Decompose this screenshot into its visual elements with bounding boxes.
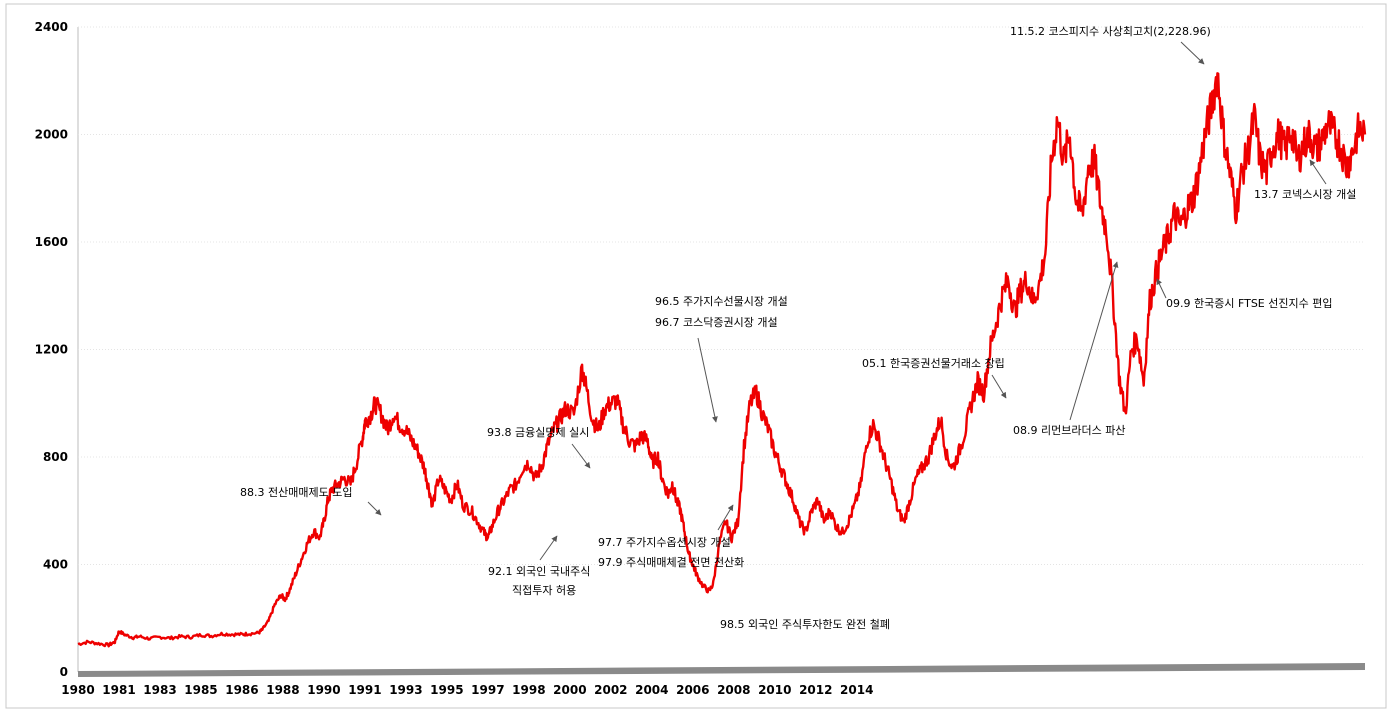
annotation-label: 97.7 주가지수옵션시장 개설	[598, 536, 731, 549]
annotation-label: 96.7 코스닥증권시장 개설	[655, 316, 778, 329]
x-tick-label: 2008	[717, 683, 750, 697]
x-tick-label: 2014	[840, 683, 873, 697]
annotation-label: 92.1 외국인 국내주식	[488, 565, 590, 578]
y-tick-label: 2000	[35, 128, 68, 142]
series-line-kospi	[77, 72, 1367, 648]
annotation-arrow	[1309, 159, 1327, 185]
annotation-label: 05.1 한국증권선물거래소 창립	[862, 357, 1005, 370]
annotation-arrow	[1069, 261, 1119, 421]
annotation-label: 11.5.2 코스피지수 사상최고치(2,228.96)	[1010, 25, 1211, 38]
series-layer	[77, 72, 1367, 648]
annotation-1307: 13.7 코넥스시장 개설	[1254, 159, 1356, 201]
y-tick-label: 400	[43, 558, 68, 572]
annotation-110502: 11.5.2 코스피지수 사상최고치(2,228.96)	[1010, 25, 1211, 65]
annotation-arrow	[991, 374, 1007, 399]
annotation-label: 09.9 한국증시 FTSE 선진지수 편입	[1166, 297, 1332, 310]
x-tick-label: 2006	[676, 683, 709, 697]
y-axis: 0 400 800 1200 1600 2000 2400	[35, 20, 1365, 679]
annotation-9201: 92.1 외국인 국내주식 직접투자 허용	[488, 535, 590, 597]
x-tick-label: 2012	[799, 683, 832, 697]
annotation-arrow	[571, 443, 591, 469]
annotation-arrow	[697, 337, 718, 423]
x-tick-label: 1986	[225, 683, 258, 697]
x-tick-label: 2004	[635, 683, 668, 697]
annotations: 88.3 전산매매제도 도입 92.1 외국인 국내주식 직접투자 허용 93.…	[240, 25, 1356, 631]
y-tick-label: 800	[43, 450, 68, 464]
y-tick-label: 2400	[35, 20, 68, 34]
y-tick-label: 1600	[35, 235, 68, 249]
x-axis-band	[78, 663, 1365, 677]
x-tick-label: 1981	[102, 683, 135, 697]
annotation-9707: 97.7 주가지수옵션시장 개설 97.9 주식매매체결 전면 전산화	[598, 504, 744, 569]
x-tick-label: 2000	[553, 683, 586, 697]
annotation-label: 08.9 리먼브라더스 파산	[1013, 424, 1125, 437]
annotation-0501: 05.1 한국증권선물거래소 창립	[862, 357, 1007, 399]
annotation-label: 직접투자 허용	[512, 584, 576, 597]
annotation-9308: 93.8 금융실명제 실시	[487, 426, 591, 469]
annotation-label: 97.9 주식매매체결 전면 전산화	[598, 556, 744, 569]
annotation-label: 13.7 코넥스시장 개설	[1254, 188, 1356, 201]
x-tick-label: 1991	[348, 683, 381, 697]
annotation-label: 96.5 주가지수선물시장 개설	[655, 295, 788, 308]
x-tick-label: 1983	[143, 683, 176, 697]
annotation-9805: 98.5 외국인 주식투자한도 완전 철폐	[720, 618, 890, 631]
x-tick-label: 1988	[266, 683, 299, 697]
x-tick-label: 1993	[389, 683, 422, 697]
annotation-arrow	[1156, 278, 1167, 299]
x-tick-label: 2010	[758, 683, 791, 697]
annotation-9605: 96.5 주가지수선물시장 개설 96.7 코스닥증권시장 개설	[655, 295, 788, 423]
x-tick-label: 1998	[512, 683, 545, 697]
annotation-arrow	[367, 501, 382, 516]
annotation-arrow	[539, 535, 558, 561]
x-axis: 1980 1981 1983 1985 1986 1988 1990 1991 1993 1995…	[61, 663, 1365, 697]
x-tick-label: 2002	[594, 683, 627, 697]
annotation-label: 98.5 외국인 주식투자한도 완전 철폐	[720, 618, 890, 631]
x-tick-label: 1980	[61, 683, 94, 697]
annotation-label: 88.3 전산매매제도 도입	[240, 486, 352, 499]
chart-border	[5, 3, 1387, 709]
annotation-8803: 88.3 전산매매제도 도입	[240, 486, 382, 516]
y-tick-label: 0	[60, 665, 68, 679]
annotation-0909: 09.9 한국증시 FTSE 선진지수 편입	[1156, 278, 1332, 310]
annotation-arrow	[1180, 41, 1205, 65]
x-tick-label: 1995	[430, 683, 463, 697]
x-tick-label: 1990	[307, 683, 340, 697]
annotation-arrow	[717, 504, 734, 531]
y-tick-label: 1200	[35, 343, 68, 357]
x-tick-label: 1997	[471, 683, 504, 697]
annotation-label: 93.8 금융실명제 실시	[487, 426, 589, 439]
annotation-0809: 08.9 리먼브라더스 파산	[1013, 261, 1125, 437]
x-tick-label: 1985	[184, 683, 217, 697]
